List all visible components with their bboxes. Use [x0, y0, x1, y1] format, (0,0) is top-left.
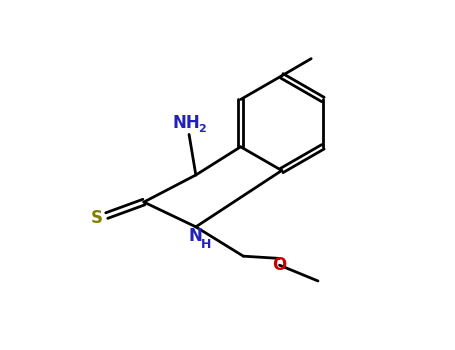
Text: H: H — [201, 238, 211, 251]
Text: S: S — [91, 209, 102, 227]
Text: O: O — [273, 256, 287, 274]
Text: 2: 2 — [198, 124, 206, 133]
Text: N: N — [189, 227, 203, 245]
Text: NH: NH — [173, 114, 201, 132]
